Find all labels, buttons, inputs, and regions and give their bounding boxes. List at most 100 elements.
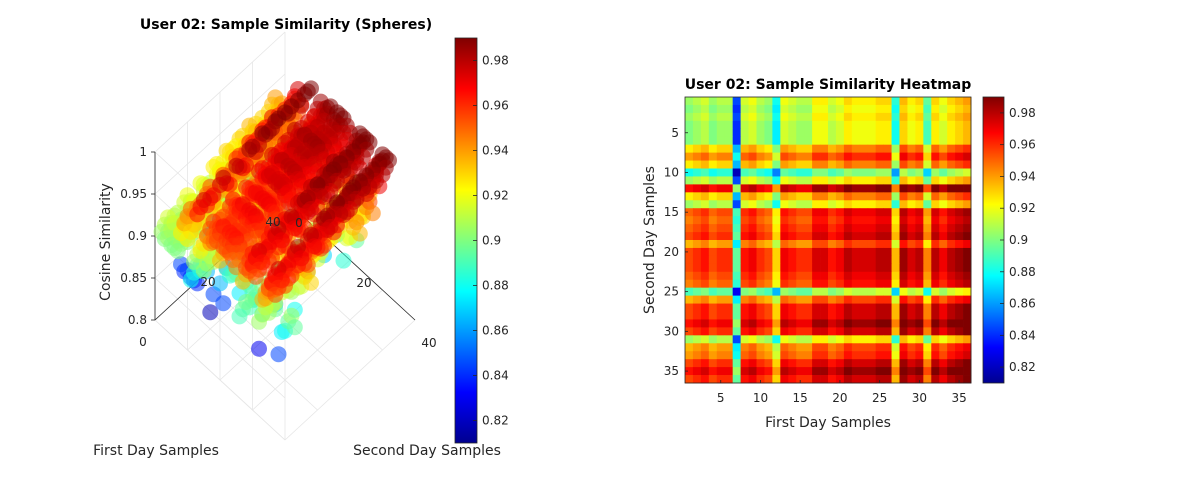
heatmap-cell bbox=[820, 208, 829, 217]
heatmap-cell bbox=[692, 351, 702, 360]
heatmap-cell bbox=[700, 120, 710, 130]
heatmap-cell bbox=[963, 160, 972, 169]
heatmap-cell bbox=[756, 311, 765, 320]
heatmap-cell bbox=[820, 224, 829, 233]
heatmap-cell bbox=[788, 112, 797, 122]
heatmap-cell bbox=[891, 255, 900, 265]
heatmap-cell bbox=[772, 160, 781, 169]
heatmap-cell bbox=[820, 359, 829, 368]
heatmap-cell bbox=[947, 208, 956, 217]
heatmap-cell bbox=[859, 224, 869, 233]
heatmap-cell bbox=[835, 311, 845, 320]
scatter3d-ztick-label: 0.95 bbox=[120, 187, 147, 201]
heatmap-cell bbox=[955, 287, 964, 297]
heatmap-cell bbox=[780, 128, 789, 138]
heatmap-cell bbox=[748, 144, 757, 154]
heatmap-cell bbox=[955, 247, 964, 257]
heatmap-cell bbox=[788, 120, 797, 130]
heatmap-cell bbox=[843, 216, 853, 225]
heatmap-cell bbox=[899, 136, 908, 146]
heatmap-cell bbox=[907, 271, 916, 281]
heatmap-cell bbox=[716, 216, 726, 225]
heatmap-cell bbox=[899, 120, 908, 130]
heatmap-cell bbox=[875, 192, 885, 201]
heatmap-cell bbox=[851, 327, 861, 336]
heatmap-cell bbox=[867, 216, 877, 225]
heatmap-cell bbox=[756, 152, 765, 161]
heatmap-cell bbox=[947, 232, 956, 241]
scatter3d-point bbox=[228, 157, 245, 174]
heatmap-cell bbox=[931, 335, 940, 344]
heatmap-cell bbox=[724, 255, 734, 265]
heatmap-cell bbox=[748, 255, 757, 265]
heatmap-cell bbox=[716, 255, 726, 265]
heatmap-cell bbox=[851, 97, 861, 106]
heatmap-cell bbox=[780, 240, 789, 249]
heatmap-cell bbox=[931, 319, 940, 328]
heatmap-cell bbox=[923, 216, 932, 225]
heatmap-cell bbox=[947, 128, 956, 138]
heatmap-cell bbox=[947, 287, 956, 297]
heatmap-cell bbox=[788, 232, 797, 241]
heatmap-cell bbox=[820, 255, 829, 265]
heatmap-cell bbox=[724, 224, 734, 233]
heatmap-cell bbox=[891, 351, 900, 360]
scatter3d-points bbox=[153, 80, 397, 363]
heatmap-cell bbox=[685, 184, 694, 193]
heatmap-cell bbox=[764, 240, 773, 249]
heatmap-cell bbox=[796, 128, 805, 138]
heatmap-cell bbox=[788, 144, 797, 154]
heatmap-cell bbox=[955, 375, 964, 384]
heatmap-cell bbox=[804, 224, 813, 233]
heatmap-cell bbox=[820, 263, 829, 273]
heatmap-cell bbox=[851, 311, 861, 320]
heatmap-cell bbox=[764, 168, 773, 177]
heatmap-cell bbox=[867, 184, 877, 193]
heatmap-cell bbox=[708, 136, 718, 146]
heatmap-cell bbox=[843, 335, 853, 344]
heatmap-cell bbox=[947, 136, 956, 146]
colorbar-tick-label: 0.9 bbox=[1009, 233, 1028, 247]
heatmap-cell bbox=[947, 160, 956, 169]
heatmap-cell bbox=[685, 303, 694, 312]
heatmap-cell bbox=[748, 359, 757, 368]
heatmap-cell bbox=[796, 216, 805, 225]
heatmap-cell bbox=[828, 327, 837, 336]
heatmap-cell bbox=[780, 287, 789, 297]
heatmap-cell bbox=[851, 263, 861, 273]
heatmap-cell bbox=[963, 335, 972, 344]
heatmap-cell bbox=[692, 295, 702, 304]
heatmap-cell bbox=[923, 240, 932, 249]
heatmap-cell bbox=[685, 335, 694, 344]
heatmap-cell bbox=[867, 104, 877, 114]
heatmap-cell bbox=[780, 247, 789, 257]
heatmap-cell bbox=[685, 208, 694, 217]
heatmap-ytick-label: 10 bbox=[664, 165, 679, 179]
heatmap-cell bbox=[915, 335, 924, 344]
heatmap-cell bbox=[828, 311, 837, 320]
heatmap-cell bbox=[899, 184, 908, 193]
heatmap-cell bbox=[732, 240, 742, 249]
heatmap-cell bbox=[820, 168, 829, 177]
heatmap-cell bbox=[700, 176, 710, 185]
heatmap-cell bbox=[772, 152, 781, 161]
heatmap-cell bbox=[812, 367, 821, 376]
heatmap-cell bbox=[700, 303, 710, 312]
heatmap-cell bbox=[891, 104, 900, 114]
heatmap-cell bbox=[716, 128, 726, 138]
heatmap-cell bbox=[843, 271, 853, 281]
heatmap-cell bbox=[828, 303, 837, 312]
heatmap-cell bbox=[907, 168, 916, 177]
heatmap-cell bbox=[915, 271, 924, 281]
heatmap-cell bbox=[963, 343, 972, 352]
heatmap-cell bbox=[915, 240, 924, 249]
heatmap-cell bbox=[859, 279, 869, 289]
heatmap-cell bbox=[804, 176, 813, 185]
heatmap-cell bbox=[883, 367, 892, 376]
heatmap-cell bbox=[931, 311, 940, 320]
heatmap-cell bbox=[724, 327, 734, 336]
heatmap-cell bbox=[915, 112, 924, 122]
heatmap-cell bbox=[907, 176, 916, 185]
heatmap-cell bbox=[740, 271, 749, 281]
